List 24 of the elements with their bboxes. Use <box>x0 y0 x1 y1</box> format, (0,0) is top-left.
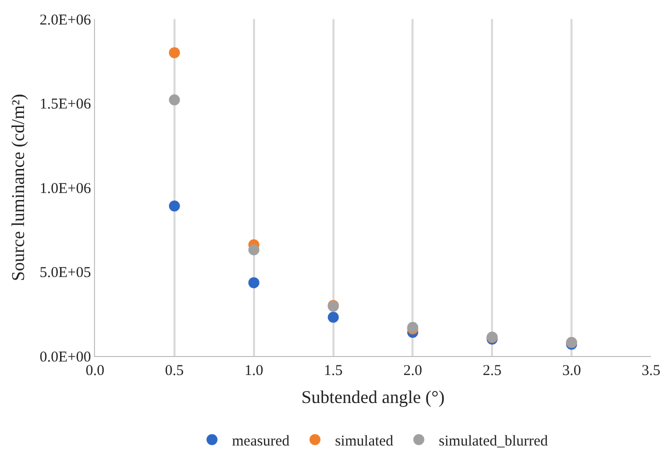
x-tick-label: 2.5 <box>482 363 502 379</box>
y-tick-label: 1.5E+06 <box>40 96 92 112</box>
point <box>248 277 260 288</box>
point <box>168 200 180 212</box>
x-tick-label: 0.0 <box>86 363 104 379</box>
point <box>248 244 260 256</box>
x-tick-label: 1.0 <box>244 363 264 379</box>
legend-label: measured <box>232 434 290 450</box>
point <box>168 94 180 106</box>
x-tick-label: 3.0 <box>562 363 581 379</box>
x-tick-label: 1.5 <box>324 363 343 379</box>
point <box>168 47 180 58</box>
y-tick-label: 5.0E+05 <box>40 265 91 281</box>
y-axis-title: Source luminance (cd/m²) <box>8 94 28 282</box>
x-tick-label: 3.5 <box>642 363 660 379</box>
y-tick-label: 0.0E+00 <box>40 349 91 366</box>
y-tick-label: 1.0E+06 <box>40 180 92 197</box>
legend-label: simulated <box>334 434 394 450</box>
x-axis-title: Subtended angle (°) <box>301 387 445 408</box>
point <box>328 312 339 323</box>
y-tick-label: 2.0E+06 <box>40 12 92 28</box>
x-tick-label: 0.5 <box>165 363 184 379</box>
x-tick-label: 2.0 <box>403 363 422 379</box>
legend-label: simulated_blurred <box>438 434 548 450</box>
